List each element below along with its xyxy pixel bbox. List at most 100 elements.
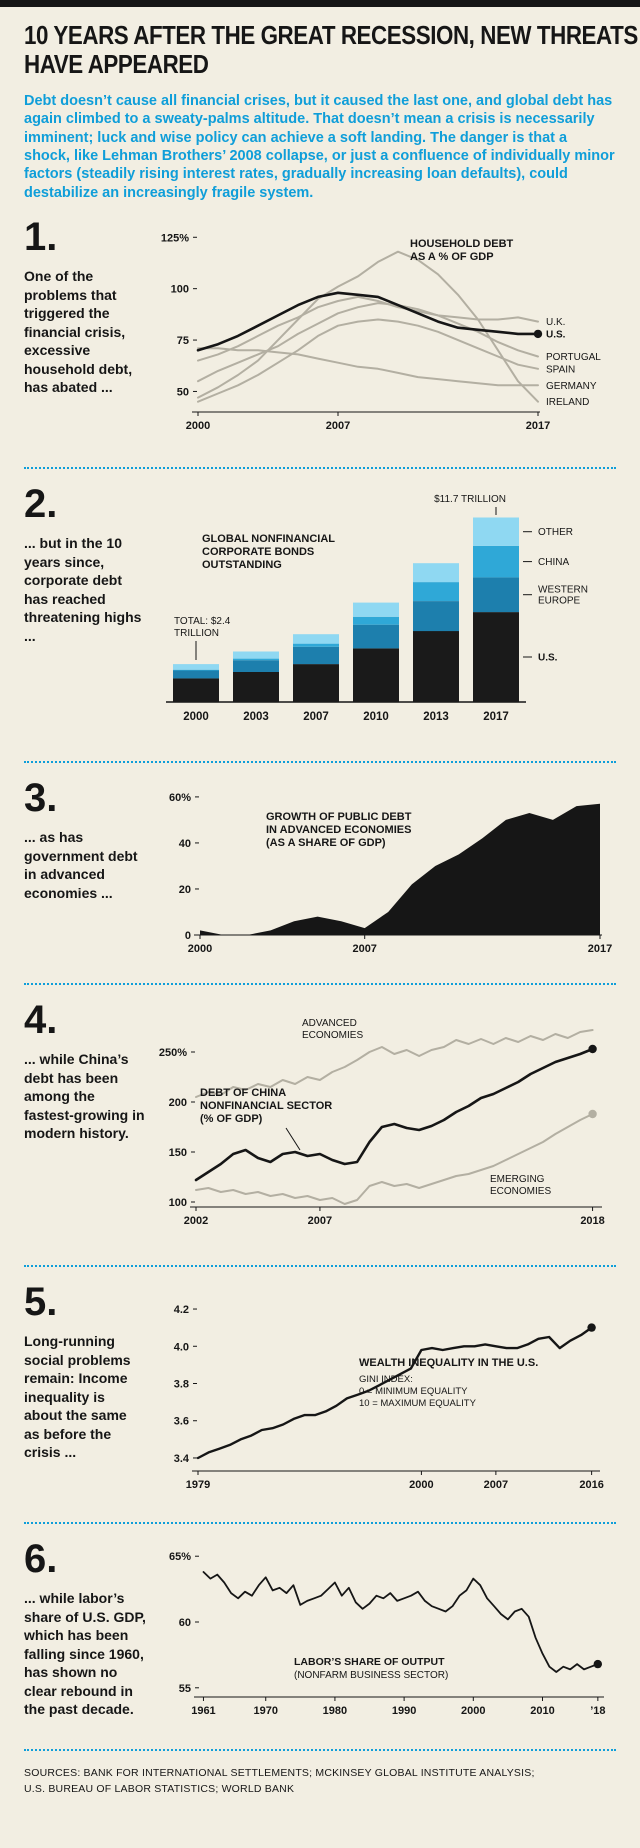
svg-text:HOUSEHOLD DEBT: HOUSEHOLD DEBT bbox=[410, 238, 514, 250]
svg-text:2017: 2017 bbox=[526, 420, 550, 432]
svg-text:2010: 2010 bbox=[363, 711, 389, 723]
svg-text:(AS A SHARE OF GDP): (AS A SHARE OF GDP) bbox=[266, 837, 386, 849]
section-number: 2. bbox=[24, 482, 58, 527]
svg-text:2000: 2000 bbox=[183, 711, 209, 723]
svg-text:’18: ’18 bbox=[590, 1705, 605, 1717]
section-divider bbox=[24, 1522, 616, 1525]
svg-text:2003: 2003 bbox=[243, 711, 269, 723]
china-debt-chart: 2002 2007 2018 100 150 200 250% DEBT OF CHINANO… bbox=[159, 1018, 605, 1227]
svg-text:2000: 2000 bbox=[409, 1479, 433, 1491]
svg-text:ECONOMIES: ECONOMIES bbox=[302, 1030, 363, 1041]
section-labor-share: 6. ... while labor’s share of U.S. GDP, … bbox=[24, 1524, 616, 1749]
svg-text:NONFINANCIAL SECTOR: NONFINANCIAL SECTOR bbox=[200, 1100, 332, 1112]
svg-text:60: 60 bbox=[179, 1617, 191, 1629]
section-divider bbox=[24, 1749, 616, 1752]
intro-paragraph: Debt doesn’t cause all financial crises,… bbox=[24, 92, 615, 201]
svg-text:1990: 1990 bbox=[392, 1705, 416, 1717]
section-label-column: 4. ... while China’s debt has been among… bbox=[24, 1000, 146, 1250]
svg-text:GINI INDEX:: GINI INDEX: bbox=[359, 1374, 413, 1385]
svg-text:65%: 65% bbox=[169, 1551, 191, 1563]
svg-text:2007: 2007 bbox=[352, 943, 376, 955]
page-title: 10 YEARS AFTER THE GREAT RECESSION, NEW … bbox=[24, 20, 638, 80]
svg-text:CHINA: CHINA bbox=[538, 557, 569, 568]
section-number: 6. bbox=[24, 1537, 58, 1582]
svg-text:ADVANCED: ADVANCED bbox=[302, 1018, 357, 1029]
section-text: One of the problems that triggered the f… bbox=[24, 268, 133, 395]
section-government-debt: 3. ... as has government debt in advance… bbox=[24, 763, 616, 983]
svg-text:2000: 2000 bbox=[188, 943, 212, 955]
section-household-debt: 1. One of the problems that triggered th… bbox=[24, 202, 616, 467]
header: 10 YEARS AFTER THE GREAT RECESSION, NEW … bbox=[24, 20, 638, 202]
svg-text:0: 0 bbox=[185, 930, 191, 942]
svg-text:1970: 1970 bbox=[253, 1705, 277, 1717]
svg-text:TRILLION: TRILLION bbox=[174, 628, 219, 639]
section-text: Long-running social problems remain: Inc… bbox=[24, 1333, 131, 1460]
svg-text:GERMANY: GERMANY bbox=[546, 381, 597, 392]
svg-text:2018: 2018 bbox=[580, 1215, 604, 1227]
svg-text:2000: 2000 bbox=[186, 420, 210, 432]
svg-text:OTHER: OTHER bbox=[538, 527, 573, 538]
section-inequality: 5. Long-running social problems remain: … bbox=[24, 1267, 616, 1522]
svg-text:PORTUGAL: PORTUGAL bbox=[546, 352, 601, 363]
svg-text:GLOBAL NONFINANCIAL: GLOBAL NONFINANCIAL bbox=[202, 533, 335, 545]
svg-text:SPAIN: SPAIN bbox=[546, 365, 575, 376]
chart-column: 2000 2003 2007 2010 2013 2017 OTHER CHINA WESTER… bbox=[154, 484, 616, 746]
svg-text:2017: 2017 bbox=[483, 711, 509, 723]
corporate-bonds-chart: 2000 2003 2007 2010 2013 2017 OTHER CHINA WESTER… bbox=[166, 494, 588, 723]
svg-text:20: 20 bbox=[179, 884, 191, 896]
svg-text:1980: 1980 bbox=[323, 1705, 347, 1717]
section-number: 1. bbox=[24, 215, 58, 260]
svg-text:2007: 2007 bbox=[326, 420, 350, 432]
svg-text:1979: 1979 bbox=[186, 1479, 210, 1491]
sources-line-1: SOURCES: BANK FOR INTERNATIONAL SETTLEME… bbox=[24, 1767, 535, 1780]
section-text: ... as has government debt in advanced e… bbox=[24, 829, 138, 901]
sources: SOURCES: BANK FOR INTERNATIONAL SETTLEME… bbox=[24, 1751, 616, 1798]
svg-text:IN ADVANCED ECONOMIES: IN ADVANCED ECONOMIES bbox=[266, 824, 411, 836]
svg-text:3.6: 3.6 bbox=[174, 1416, 189, 1428]
svg-text:CORPORATE BONDS: CORPORATE BONDS bbox=[202, 546, 314, 558]
title-block: 10 YEARS AFTER THE GREAT RECESSION, NEW … bbox=[24, 20, 638, 80]
public-debt-chart: 2000 2007 2017 0 20 40 60% GROWTH OF PUBLIC DEB… bbox=[169, 792, 612, 955]
svg-text:40: 40 bbox=[179, 838, 191, 850]
section-label-column: 5. Long-running social problems remain: … bbox=[24, 1282, 146, 1507]
chart-column: 1979 2000 2007 2016 3.4 3.6 3.8 4.0 4.2 WEALTH IN… bbox=[154, 1282, 616, 1507]
svg-text:AS A % OF GDP: AS A % OF GDP bbox=[410, 251, 494, 263]
section-divider bbox=[24, 1265, 616, 1268]
svg-text:2016: 2016 bbox=[579, 1479, 603, 1491]
svg-text:2013: 2013 bbox=[423, 711, 449, 723]
svg-text:$11.7 TRILLION: $11.7 TRILLION bbox=[434, 494, 506, 505]
svg-text:IRELAND: IRELAND bbox=[546, 397, 589, 408]
section-number: 4. bbox=[24, 998, 58, 1043]
section-label-column: 1. One of the problems that triggered th… bbox=[24, 217, 146, 452]
svg-text:WESTERN: WESTERN bbox=[538, 585, 588, 596]
svg-text:(NONFARM BUSINESS SECTOR): (NONFARM BUSINESS SECTOR) bbox=[294, 1670, 448, 1681]
svg-text:10 = MAXIMUM EQUALITY: 10 = MAXIMUM EQUALITY bbox=[359, 1398, 477, 1409]
svg-text:2017: 2017 bbox=[588, 943, 612, 955]
svg-text:0 = MINIMUM EQUALITY: 0 = MINIMUM EQUALITY bbox=[359, 1386, 468, 1397]
svg-text:2007: 2007 bbox=[303, 711, 329, 723]
section-divider bbox=[24, 467, 616, 470]
svg-text:(% OF GDP): (% OF GDP) bbox=[200, 1113, 263, 1125]
section-label-column: 3. ... as has government debt in advance… bbox=[24, 778, 146, 968]
svg-text:3.4: 3.4 bbox=[174, 1453, 190, 1465]
svg-text:EUROPE: EUROPE bbox=[538, 596, 581, 607]
chart-column: 1961 1970 1980 1990 2000 2010 ’18 55 60 65% LABOR’… bbox=[154, 1539, 616, 1734]
sources-line-2: U.S. BUREAU OF LABOR STATISTICS; WORLD B… bbox=[24, 1783, 295, 1796]
svg-text:100: 100 bbox=[169, 1197, 187, 1209]
title-line-1: 10 YEARS AFTER THE GREAT RECESSION, NEW … bbox=[24, 20, 638, 50]
section-divider bbox=[24, 761, 616, 764]
section-text: ... but in the 10 years since, corporate… bbox=[24, 535, 142, 644]
svg-text:60%: 60% bbox=[169, 792, 191, 804]
svg-text:3.8: 3.8 bbox=[174, 1379, 189, 1391]
svg-text:ECONOMIES: ECONOMIES bbox=[490, 1186, 551, 1197]
svg-text:2007: 2007 bbox=[308, 1215, 332, 1227]
infographic: 10 YEARS AFTER THE GREAT RECESSION, NEW … bbox=[0, 7, 640, 1820]
svg-text:U.K.: U.K. bbox=[546, 317, 565, 328]
svg-text:GROWTH OF PUBLIC DEBT: GROWTH OF PUBLIC DEBT bbox=[266, 811, 412, 823]
svg-text:1961: 1961 bbox=[191, 1705, 215, 1717]
svg-text:2007: 2007 bbox=[484, 1479, 508, 1491]
svg-text:75: 75 bbox=[177, 335, 189, 347]
svg-text:250%: 250% bbox=[159, 1047, 187, 1059]
household-debt-chart: 2000 2007 2017 50 75 100 125% U.K. U.S. PORTUGAL S… bbox=[161, 232, 601, 432]
svg-text:125%: 125% bbox=[161, 232, 189, 244]
